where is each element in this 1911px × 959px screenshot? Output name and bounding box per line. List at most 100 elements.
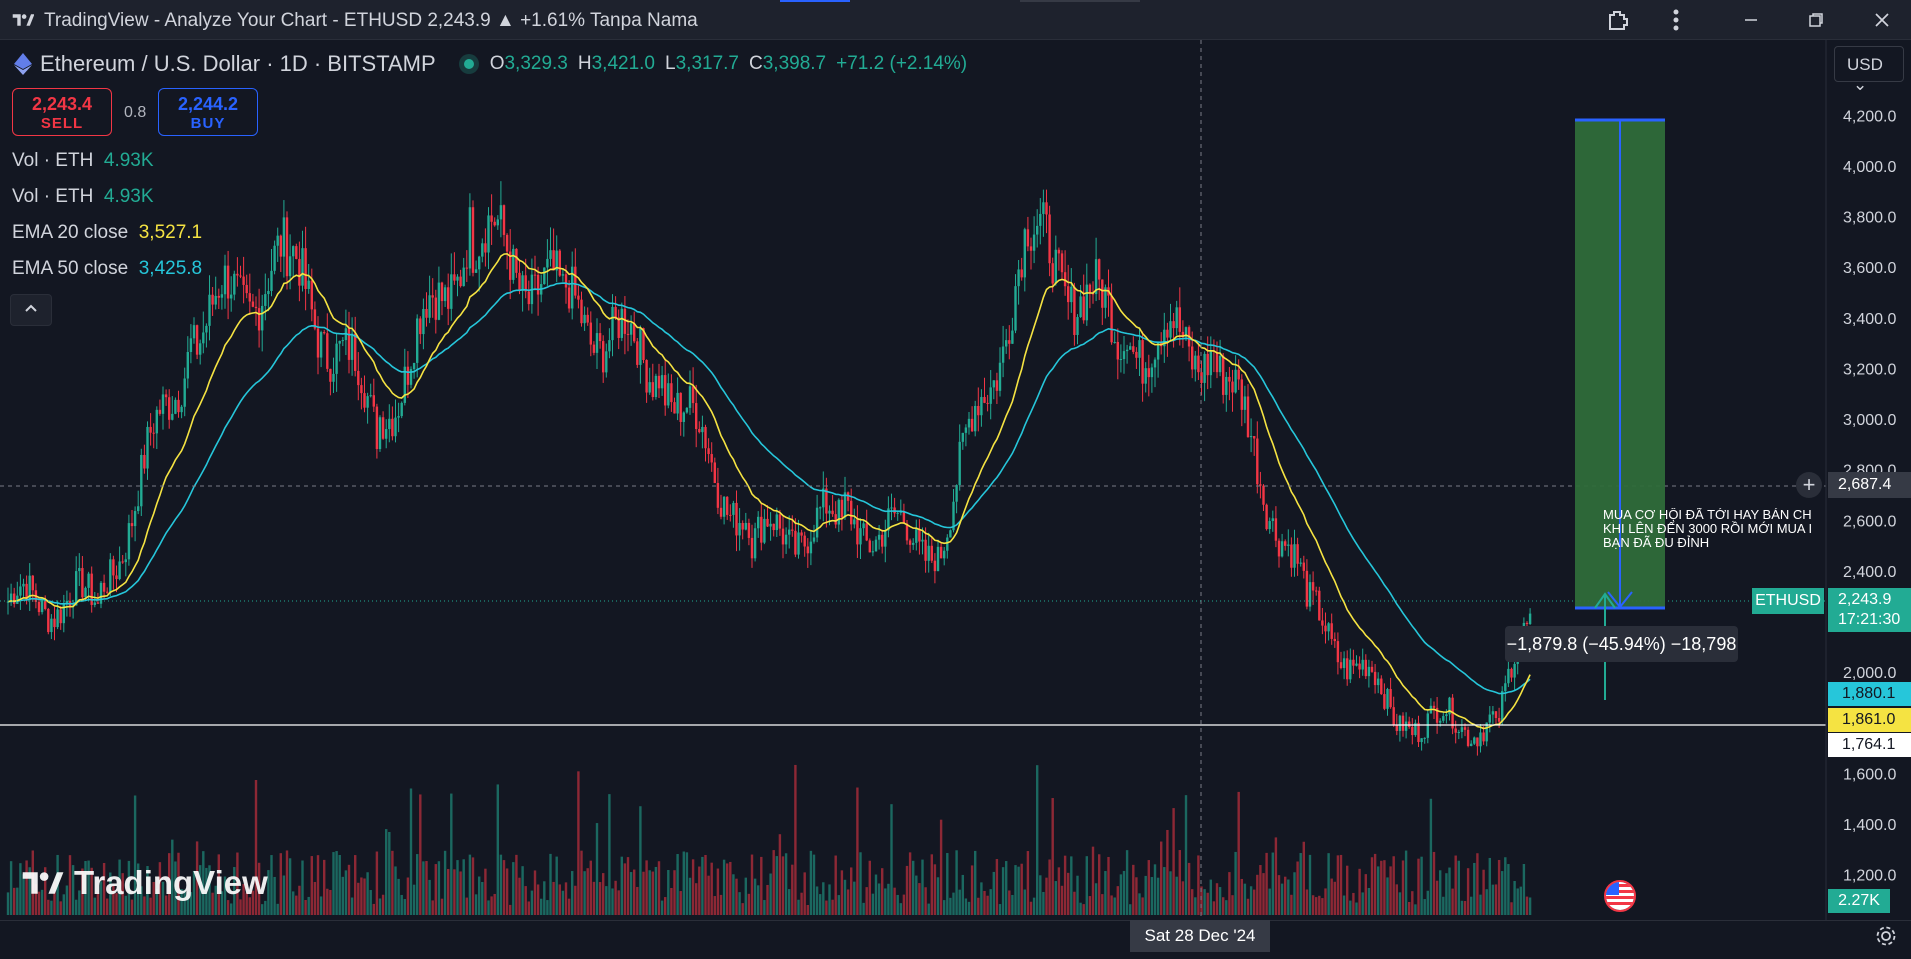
candle-body xyxy=(121,561,124,563)
price-chart[interactable]: 4,200.0 4,000.0 3,800.0 3,600.0 3,400.0 3,200… xyxy=(0,40,1911,920)
volume-bar xyxy=(189,892,193,915)
us-flag-icon[interactable] xyxy=(1604,880,1636,912)
volume-bar xyxy=(763,900,766,915)
volume-bar xyxy=(422,861,425,915)
candle-body xyxy=(115,575,118,580)
indicator-volume-1[interactable]: Vol · ETH 4.93K xyxy=(12,150,154,172)
volume-bar xyxy=(633,869,636,915)
candle-body xyxy=(394,417,397,437)
volume-bar xyxy=(214,885,217,915)
candle-body xyxy=(784,534,788,545)
volume-bar xyxy=(62,894,65,915)
volume-bar xyxy=(1194,897,1197,915)
volume-bar xyxy=(757,885,760,915)
candle-body xyxy=(617,317,620,338)
candle-body xyxy=(558,250,561,276)
candle-body xyxy=(657,375,661,389)
candle-body xyxy=(431,295,434,298)
volume-bar xyxy=(664,897,667,915)
candle-body xyxy=(9,593,13,602)
volume-bar xyxy=(71,865,75,915)
watermark-text: TradingView xyxy=(74,864,268,901)
candle-body xyxy=(1271,518,1274,522)
volume-bar xyxy=(806,904,809,915)
last-symbol-label: ETHUSD xyxy=(1752,588,1824,614)
volume-bar xyxy=(961,874,964,915)
volume-bar xyxy=(1051,798,1054,915)
candle-body xyxy=(1253,436,1256,439)
price-tick-label: 2,600.0 xyxy=(1843,513,1896,530)
more-icon[interactable] xyxy=(1660,4,1692,36)
collapse-legend-button[interactable] xyxy=(10,294,52,326)
minimize-icon[interactable] xyxy=(1735,4,1767,36)
volume-bar xyxy=(580,850,583,915)
candle-body xyxy=(794,530,797,555)
chart-settings-icon[interactable] xyxy=(1870,924,1902,956)
volume-bar xyxy=(310,856,313,915)
volume-bar xyxy=(791,864,794,915)
candle-body xyxy=(1017,269,1020,287)
candle-body xyxy=(13,593,16,604)
restore-icon[interactable] xyxy=(1800,4,1832,36)
volume-bar xyxy=(1147,860,1150,915)
candle-body xyxy=(1463,727,1467,730)
volume-bar xyxy=(1318,895,1321,915)
volume-bar xyxy=(716,868,720,915)
volume-bar xyxy=(1507,864,1510,915)
indicator-ema20[interactable]: EMA 20 close 3,527.1 xyxy=(12,222,202,244)
candle-body xyxy=(1085,284,1088,321)
volume-bar xyxy=(106,898,109,915)
currency-select[interactable]: USD ⌄ xyxy=(1834,46,1904,94)
candle-body xyxy=(363,393,366,408)
candle-body xyxy=(698,429,701,433)
volume-bar xyxy=(707,875,710,915)
candle-body xyxy=(1218,355,1222,373)
candle-body xyxy=(577,295,580,300)
candle-body xyxy=(1076,317,1079,335)
candle-body xyxy=(552,250,555,271)
volume-bar xyxy=(530,890,534,915)
candle-body xyxy=(592,344,596,353)
candle-body xyxy=(1184,327,1188,338)
candle-body xyxy=(149,426,152,433)
candle-body xyxy=(930,545,933,561)
candle-body xyxy=(78,568,81,572)
volume-bar xyxy=(99,881,103,915)
crosshair-price-plus-icon[interactable]: + xyxy=(1796,472,1822,498)
volume-bar xyxy=(1017,866,1020,915)
time-axis[interactable] xyxy=(0,920,1911,959)
close-icon[interactable] xyxy=(1866,4,1898,36)
volume-bar xyxy=(360,877,363,915)
candle-body xyxy=(1386,689,1389,709)
indicator-ema50[interactable]: EMA 50 close 3,425.8 xyxy=(12,258,202,280)
candle-body xyxy=(744,522,747,530)
buy-button[interactable]: 2,244.2 BUY xyxy=(158,88,258,136)
extensions-icon[interactable] xyxy=(1602,4,1634,36)
candle-body xyxy=(871,551,875,553)
volume-bar xyxy=(726,863,729,915)
volume-bar xyxy=(750,854,754,915)
candle-body xyxy=(1023,229,1026,278)
candle-body xyxy=(1383,694,1386,709)
volume-bar xyxy=(372,903,375,915)
volume-bar xyxy=(186,891,189,915)
text-note[interactable]: MUA CƠ HỘI ĐÃ TỚI HAY BÁN CH KHI LÊN ĐẾN… xyxy=(1603,508,1828,550)
indicator-value: 4.93K xyxy=(103,186,154,207)
candle-body xyxy=(174,399,177,414)
indicator-volume-2[interactable]: Vol · ETH 4.93K xyxy=(12,186,154,208)
volume-bar xyxy=(130,899,134,915)
volume-bar xyxy=(1228,872,1231,915)
candle-body xyxy=(1373,671,1377,686)
sell-button[interactable]: 2,243.4 SELL xyxy=(12,88,112,136)
price-tick-label: 2,400.0 xyxy=(1843,564,1896,581)
symbol-title[interactable]: Ethereum / U.S. Dollar · 1D · BITSTAMP xyxy=(40,51,436,76)
volume-bar xyxy=(1401,860,1405,915)
candle-body xyxy=(137,506,140,512)
volume-bar xyxy=(1476,853,1479,915)
candle-body xyxy=(877,534,881,540)
candle-body xyxy=(1036,225,1039,235)
volume-bar xyxy=(1222,897,1225,915)
volume-bar xyxy=(1339,854,1343,915)
candle-body xyxy=(1290,544,1293,568)
volume-bar xyxy=(443,850,447,915)
